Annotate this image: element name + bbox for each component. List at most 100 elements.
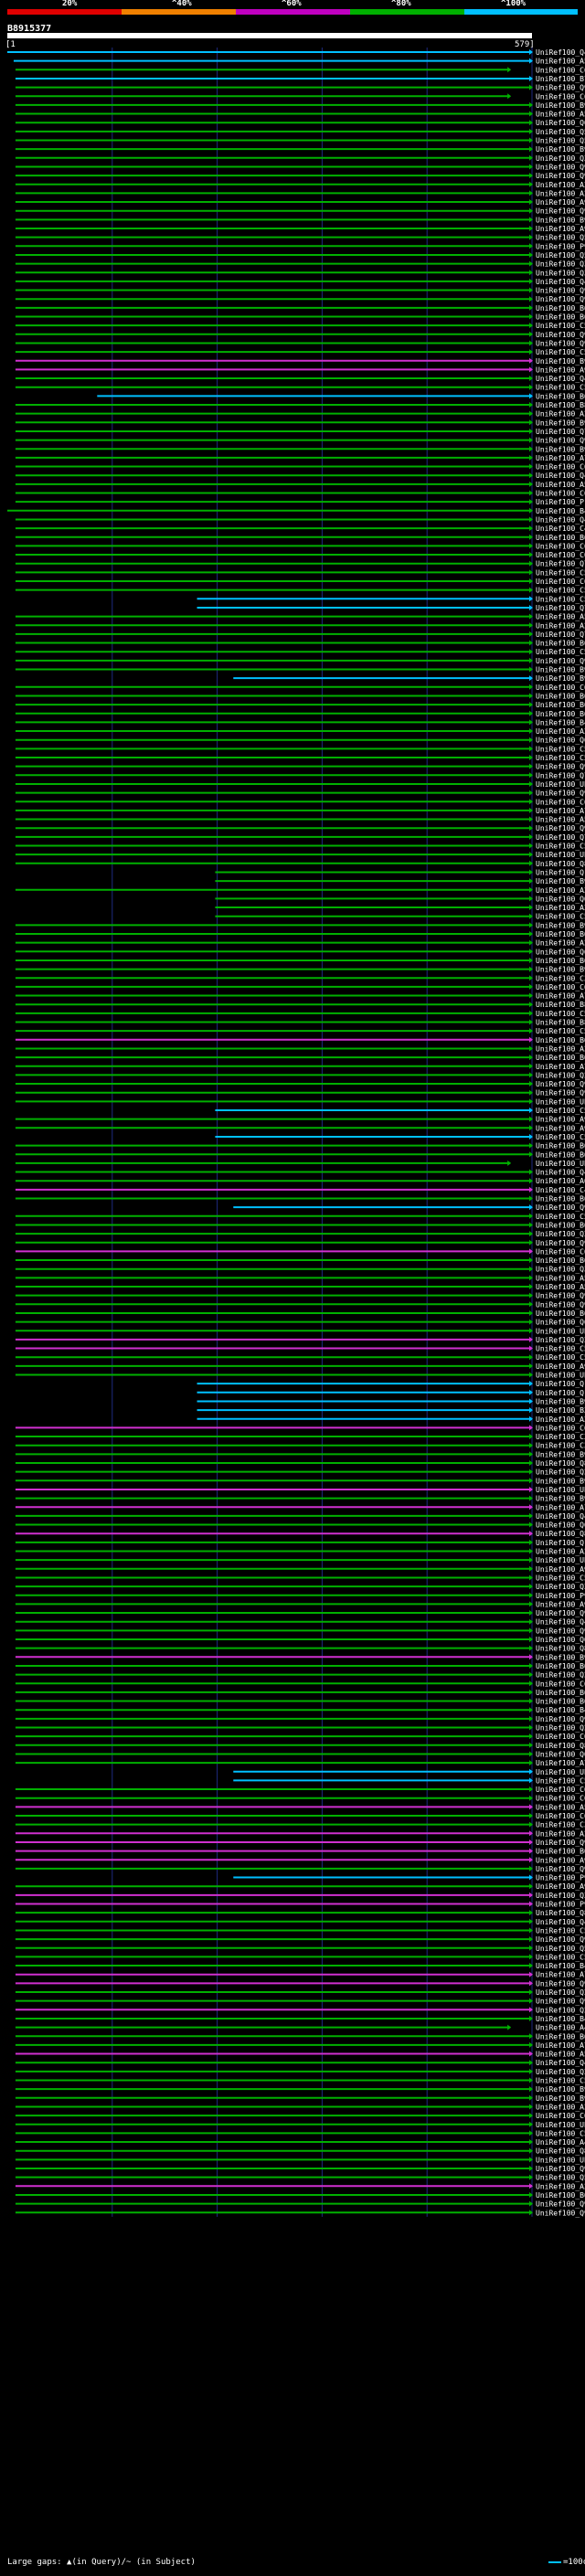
hit-label[interactable]: UniRef100_Q7XT29 bbox=[536, 560, 585, 568]
hit-label[interactable]: UniRef100_Q41126 bbox=[536, 472, 585, 480]
hit-label[interactable]: UniRef100_C6TPH6 bbox=[536, 1812, 585, 1820]
hit-label[interactable]: UniRef100_Q5DN27 bbox=[536, 1945, 585, 1953]
hit-label[interactable]: UniRef100_B8ZY22 bbox=[536, 1001, 585, 1009]
hit-label[interactable]: UniRef100_Q24441 bbox=[536, 1988, 585, 1997]
hit-label[interactable]: UniRef100_Q3VT58 bbox=[536, 269, 585, 277]
hit-label[interactable]: UniRef100_A0J336 bbox=[536, 1177, 585, 1185]
hit-label[interactable]: UniRef100_A7QEF9 bbox=[536, 2041, 585, 2050]
hit-label[interactable]: UniRef100_Q8VX09 bbox=[536, 1909, 585, 1917]
hit-label[interactable]: UniRef100_UP1000.. bbox=[536, 1327, 585, 1335]
hit-label[interactable]: UniRef100_Q6H6L9 bbox=[536, 737, 585, 745]
hit-label[interactable]: UniRef100_Q10T24 bbox=[536, 1389, 585, 1397]
hit-label[interactable]: UniRef100_C6T515 bbox=[536, 983, 585, 991]
hit-label[interactable]: UniRef100_B4FU97 bbox=[536, 2015, 585, 2023]
hit-label[interactable]: UniRef100_Q8LGR6 bbox=[536, 1459, 585, 1468]
hit-label[interactable]: UniRef100_UP1000.. bbox=[536, 1486, 585, 1494]
hit-label[interactable]: UniRef100_A7PYB7 bbox=[536, 1759, 585, 1767]
hit-label[interactable]: UniRef100_Q42487 bbox=[536, 278, 585, 286]
hit-label[interactable]: UniRef100_Q65360 bbox=[536, 1636, 585, 1644]
hit-label[interactable]: UniRef100_B9TC05 bbox=[536, 1653, 585, 1661]
hit-label[interactable]: UniRef100_P93705 bbox=[536, 1592, 585, 1600]
hit-label[interactable]: UniRef100_C5WSJ6 bbox=[536, 1953, 585, 1961]
hit-label[interactable]: UniRef100_Q7XLD8 bbox=[536, 771, 585, 779]
hit-label[interactable]: UniRef100_Q9FWP0 bbox=[536, 1865, 585, 1873]
hit-label[interactable]: UniRef100_B6T367 bbox=[536, 1150, 585, 1159]
hit-label[interactable]: UniRef100_Q9ZTW2 bbox=[536, 172, 585, 180]
hit-label[interactable]: UniRef100_C6SZD2 bbox=[536, 578, 585, 586]
hit-label[interactable]: UniRef100_Q9FWP3 bbox=[536, 1609, 585, 1617]
hit-label[interactable]: UniRef100_Q9SET1 bbox=[536, 1239, 585, 1247]
hit-label[interactable]: UniRef100_Q01318 bbox=[536, 1750, 585, 1758]
hit-label[interactable]: UniRef100_C6SYT3 bbox=[536, 1424, 585, 1432]
hit-label[interactable]: UniRef100_A2P1D2 bbox=[536, 181, 585, 189]
hit-label[interactable]: UniRef100_B6TNU3 bbox=[536, 1689, 585, 1697]
hit-label[interactable]: UniRef100_Q43595 bbox=[536, 1512, 585, 1521]
hit-label[interactable]: UniRef100_Q10T25 bbox=[536, 1380, 585, 1388]
hit-label[interactable]: UniRef100_P93346 bbox=[536, 1874, 585, 1882]
hit-label[interactable]: UniRef100_A7QY06 bbox=[536, 1503, 585, 1511]
hit-label[interactable]: UniRef100_Q24300 bbox=[536, 1071, 585, 1079]
hit-label[interactable]: UniRef100_C3SAB4 bbox=[536, 1442, 585, 1450]
hit-label[interactable]: UniRef100_A4Q7K6 bbox=[536, 2138, 585, 2147]
hit-label[interactable]: UniRef100_Q9T2B3 bbox=[536, 824, 585, 832]
hit-label[interactable]: UniRef100_C6TSC6 bbox=[536, 1680, 585, 1688]
hit-label[interactable]: UniRef100_Q8LN88 bbox=[536, 2147, 585, 2156]
hit-label[interactable]: UniRef100_Q39100 bbox=[536, 1583, 585, 1591]
hit-label[interactable]: UniRef100_B9T4X3 bbox=[536, 1477, 585, 1485]
hit-label[interactable]: UniRef100_Q9LRF4 bbox=[536, 1203, 585, 1212]
hit-label[interactable]: UniRef100_A2ZQP5 bbox=[536, 410, 585, 419]
hit-label[interactable]: UniRef100_C6TFZ1 bbox=[536, 2112, 585, 2120]
hit-label[interactable]: UniRef100_Q9LKY8 bbox=[536, 84, 585, 92]
hit-label[interactable]: UniRef100_UP1000.. bbox=[536, 2156, 585, 2164]
hit-label[interactable]: UniRef100_Q7XDJ3 bbox=[536, 604, 585, 612]
hit-label[interactable]: UniRef100_Q9M4V5 bbox=[536, 2200, 585, 2209]
hit-label[interactable]: UniRef100_Q9SLQ2 bbox=[536, 2165, 585, 2173]
hit-label[interactable]: UniRef100_Q43822 bbox=[536, 1918, 585, 1926]
hit-label[interactable]: UniRef100_Q41848 bbox=[536, 515, 585, 524]
hit-label[interactable]: UniRef100_B4FPP3 bbox=[536, 718, 585, 726]
hit-label[interactable]: UniRef100_Q41125 bbox=[536, 1169, 585, 1177]
hit-label[interactable]: UniRef100_B6TBH5 bbox=[536, 1309, 585, 1318]
hit-label[interactable]: UniRef100_B7FK69 bbox=[536, 75, 585, 83]
hit-label[interactable]: UniRef100_C4YGE1 bbox=[536, 1186, 585, 1194]
hit-label[interactable]: UniRef100_C5Y166 bbox=[536, 913, 585, 921]
hit-label[interactable]: UniRef100_A2YI20 bbox=[536, 1044, 585, 1053]
hit-label[interactable]: UniRef100_B9T4Y0 bbox=[536, 419, 585, 427]
hit-label[interactable]: UniRef100_A9U1E5 bbox=[536, 1600, 585, 1608]
hit-label[interactable]: UniRef100_C5YHM1 bbox=[536, 2129, 585, 2137]
hit-label[interactable]: UniRef100_A2XBH4 bbox=[536, 886, 585, 895]
hit-label[interactable]: UniRef100_A2WHL1 bbox=[536, 621, 585, 630]
hit-label[interactable]: UniRef100_B9RF24 bbox=[536, 101, 585, 110]
hit-label[interactable]: UniRef100_B6SJF9 bbox=[536, 701, 585, 709]
hit-label[interactable]: UniRef100_A5Z0H4 bbox=[536, 2051, 585, 2059]
hit-label[interactable]: UniRef100_C3SAB8 bbox=[536, 1433, 585, 1441]
hit-label[interactable]: UniRef100_UP1000.. bbox=[536, 2121, 585, 2129]
hit-label[interactable]: UniRef100_C5YVJ1 bbox=[536, 587, 585, 595]
hit-label[interactable]: UniRef100_C6T402 bbox=[536, 542, 585, 550]
hit-label[interactable]: UniRef100_Q39353 bbox=[536, 1266, 585, 1274]
hit-label[interactable]: UniRef100_B9FMB1 bbox=[536, 877, 585, 885]
hit-label[interactable]: UniRef100_B6TSN7 bbox=[536, 1662, 585, 1670]
hit-label[interactable]: UniRef100_Q7XLD7 bbox=[536, 428, 585, 436]
hit-label[interactable]: UniRef100_Q9AT52 bbox=[536, 339, 585, 347]
hit-label[interactable]: UniRef100_A9PFX2 bbox=[536, 366, 585, 374]
hit-label[interactable]: UniRef100_B6T6Q3 bbox=[536, 1142, 585, 1150]
hit-label[interactable]: UniRef100_C6THY4 bbox=[536, 1247, 585, 1256]
hit-label[interactable]: UniRef100_C5XDE6 bbox=[536, 348, 585, 356]
hit-label[interactable]: UniRef100_Q9F335 bbox=[536, 437, 585, 445]
hit-label[interactable]: UniRef100_C6TNW6 bbox=[536, 1795, 585, 1803]
hit-label[interactable]: UniRef100_B6UHC7 bbox=[536, 304, 585, 313]
hit-label[interactable]: UniRef100_A5B6A1 bbox=[536, 481, 585, 489]
hit-label[interactable]: UniRef100_Q9FWP8 bbox=[536, 1292, 585, 1300]
hit-label[interactable]: UniRef100_B6TE36 bbox=[536, 1698, 585, 1706]
hit-label[interactable]: UniRef100_C5Y159 bbox=[536, 1133, 585, 1141]
hit-label[interactable]: UniRef100_A9PHY6 bbox=[536, 198, 585, 207]
hit-label[interactable]: UniRef100_A2Z698 bbox=[536, 2182, 585, 2190]
hit-label[interactable]: UniRef100_UP1000.. bbox=[536, 851, 585, 859]
hit-label[interactable]: UniRef100_UP1000.. bbox=[536, 1556, 585, 1564]
hit-label[interactable]: UniRef100_C5YDJ4 bbox=[536, 595, 585, 603]
hit-label[interactable]: UniRef100_B6SZZ1 bbox=[536, 692, 585, 700]
hit-label[interactable]: UniRef100_Q5YJQ7 bbox=[536, 2174, 585, 2182]
hit-label[interactable]: UniRef100_Q8L8W2 bbox=[536, 860, 585, 868]
hit-label[interactable]: UniRef100_B9SLG1 bbox=[536, 966, 585, 974]
